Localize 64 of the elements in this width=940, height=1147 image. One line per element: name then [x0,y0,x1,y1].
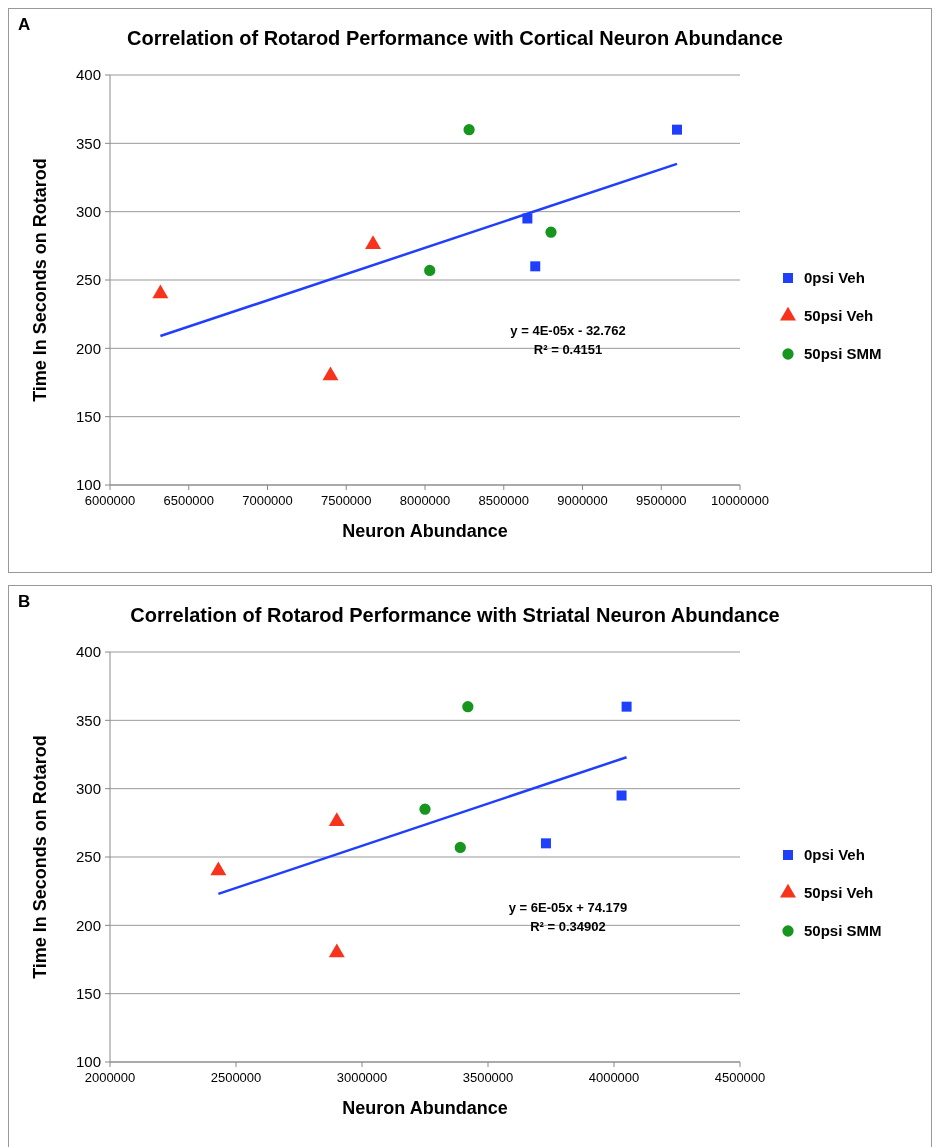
legend-label: 0psi Veh [804,269,865,287]
point [328,812,345,827]
point [454,841,466,854]
y-axis-title: Time In Seconds on Rotarod [30,735,50,979]
x-tick-label: 7000000 [242,493,293,508]
x-axis-title: Neuron Abundance [342,521,508,541]
legend-label: 50psi Veh [804,884,874,902]
point [210,861,227,876]
point [462,701,474,713]
text: B [18,592,31,611]
y-tick-label: 300 [75,202,101,220]
point [540,838,551,849]
x-tick-label: 3500000 [462,1070,514,1085]
x-tick-label: 8000000 [399,493,451,508]
x-tick-label: 4000000 [588,1070,640,1085]
point [328,943,345,958]
legend-label: 0psi Veh [804,846,865,864]
chart-title: Correlation of Rotarod Performance with Cortical Neuron Abundance [127,27,783,49]
x-axis-title: Neuron Abundance [342,1098,508,1118]
y-tick-label: 200 [75,339,101,357]
x-tick-label: 3000000 [336,1070,388,1085]
annotation: R² = 0.34902 [530,918,606,934]
point [152,284,169,299]
y-tick-label: 200 [75,916,101,934]
point [463,124,475,136]
point [616,790,627,801]
point [365,235,381,250]
legend-label: 50psi Veh [804,307,874,325]
point [672,124,682,135]
annotation: y = 4E-05x - 32.762 [510,322,626,338]
x-tick-label: 2000000 [84,1070,136,1085]
y-axis-title: Time In Seconds on Rotarod [30,158,50,402]
y-tick-label: 300 [75,779,101,797]
point [419,803,431,815]
x-tick-label: 7500000 [320,493,372,508]
y-tick-label: 350 [75,134,101,152]
x-tick-label: 9000000 [557,493,608,508]
point [424,264,436,277]
point [530,261,541,272]
y-tick-label: 350 [75,711,101,729]
point [322,366,339,381]
annotation: R² = 0.4151 [533,341,603,357]
y-tick-label: 100 [75,476,101,494]
y-tick-label: 150 [75,984,101,1002]
y-tick-label: 100 [75,1053,101,1071]
point [545,226,557,238]
chart-title: Correlation of Rotarod Performance with Striatal Neuron Abundance [130,604,780,626]
x-tick-label: 6500000 [163,493,215,508]
x-tick-label: 2500000 [210,1070,262,1085]
annotation: y = 6E-05x + 74.179 [508,899,628,915]
x-tick-label: 9500000 [635,493,687,508]
y-tick-label: 250 [75,848,101,866]
y-tick-label: 400 [75,66,101,84]
y-tick-label: 150 [75,407,101,425]
y-tick-label: 250 [75,271,101,289]
x-tick-label: 6000000 [84,493,136,508]
x-tick-label: 8500000 [478,493,530,508]
point [621,701,632,712]
legend-label: 50psi SMM [804,922,882,940]
legend-label: 50psi SMM [804,345,882,363]
x-tick-label: 10000000 [711,493,769,508]
text: A [18,15,31,34]
y-tick-label: 400 [75,643,101,661]
x-tick-label: 4500000 [714,1070,766,1085]
